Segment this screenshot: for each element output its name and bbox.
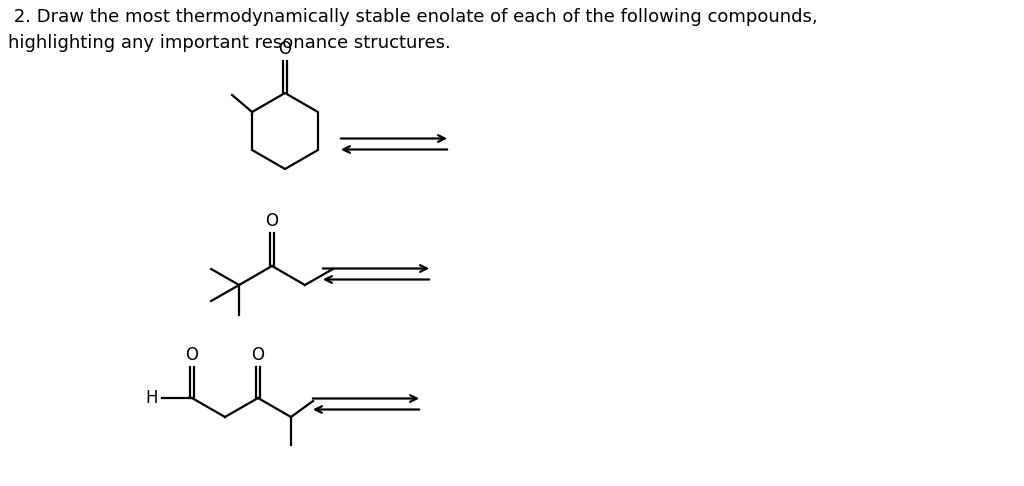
Text: O: O xyxy=(185,346,199,364)
Text: O: O xyxy=(265,212,279,230)
Text: O: O xyxy=(252,346,264,364)
Text: H: H xyxy=(145,389,158,407)
Text: O: O xyxy=(279,40,292,58)
Text: 2. Draw the most thermodynamically stable enolate of each of the following compo: 2. Draw the most thermodynamically stabl… xyxy=(8,8,817,26)
Text: highlighting any important resonance structures.: highlighting any important resonance str… xyxy=(8,34,451,52)
